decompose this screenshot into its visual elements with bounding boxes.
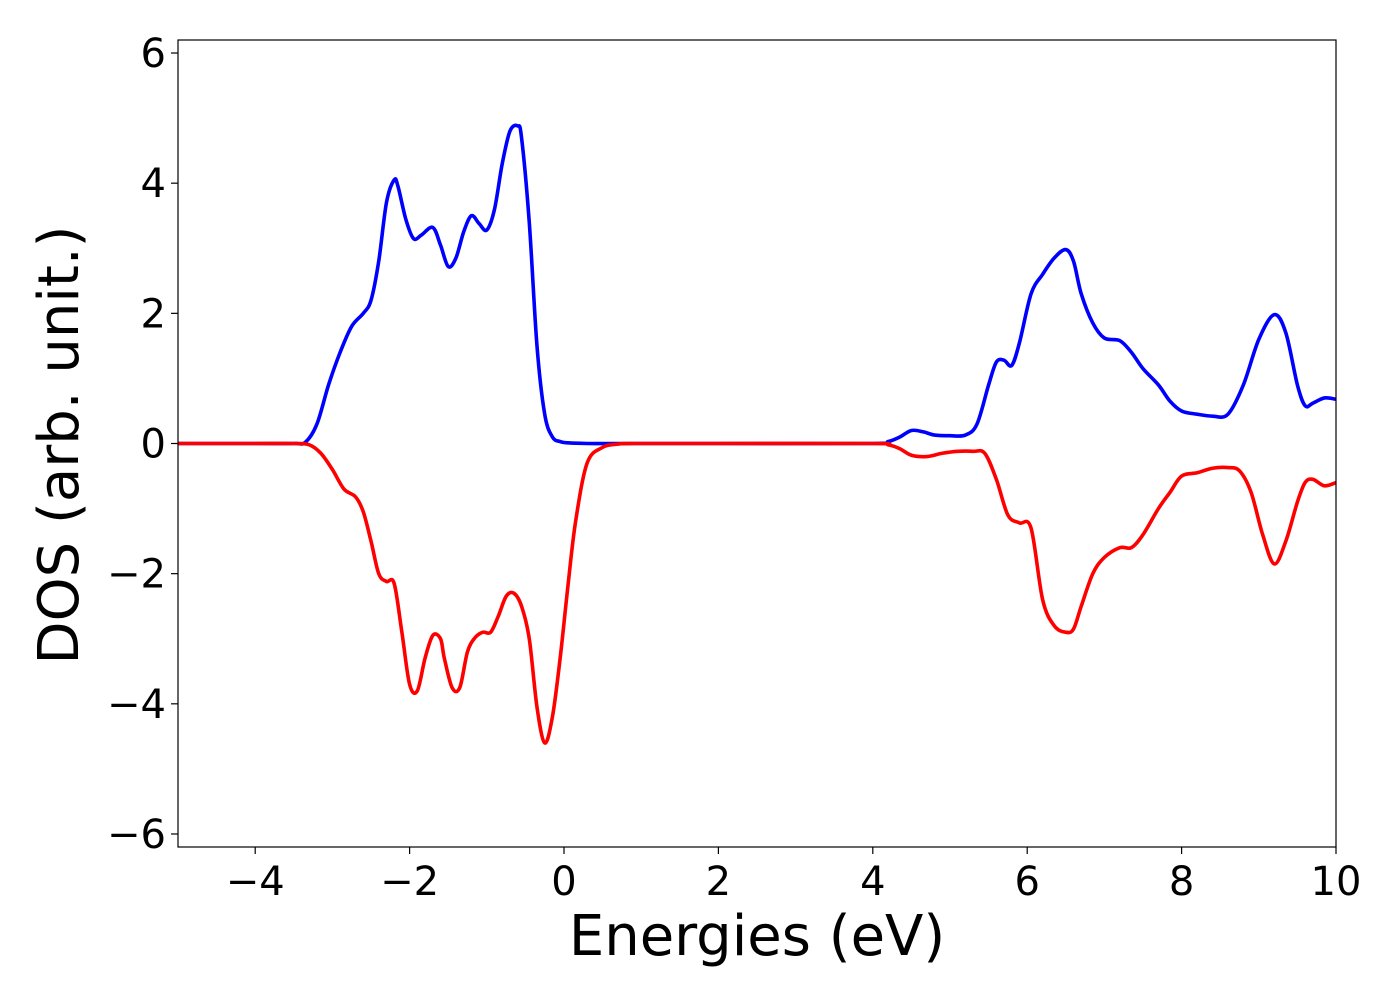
y-tick-label: −2 <box>107 552 166 598</box>
x-tick-label: 0 <box>551 859 576 905</box>
x-axis-label: Energies (eV) <box>569 904 945 969</box>
x-tick-label: −4 <box>226 859 285 905</box>
x-tick-label: −2 <box>380 859 439 905</box>
x-tick-label: 2 <box>706 859 731 905</box>
x-tick-label: 8 <box>1169 859 1194 905</box>
series-layer <box>178 123 1336 745</box>
series-line-blue <box>178 123 1336 446</box>
x-axis-ticks: −4 −2 0 2 4 6 8 10 <box>226 847 1362 905</box>
y-tick-label: 6 <box>141 31 166 77</box>
x-tick-label: 6 <box>1014 859 1039 905</box>
y-tick-label: 4 <box>141 161 166 207</box>
series-line-red <box>178 441 1336 745</box>
y-axis-ticks: −6 −4 −2 0 2 4 6 <box>107 31 178 858</box>
y-tick-label: 0 <box>141 422 166 468</box>
y-axis-label: DOS (arb. unit.) <box>27 225 92 664</box>
y-tick-label: −6 <box>107 812 166 858</box>
x-tick-label: 10 <box>1311 859 1362 905</box>
x-tick-label: 4 <box>860 859 885 905</box>
y-tick-label: 2 <box>141 291 166 337</box>
y-tick-label: −4 <box>107 682 166 728</box>
